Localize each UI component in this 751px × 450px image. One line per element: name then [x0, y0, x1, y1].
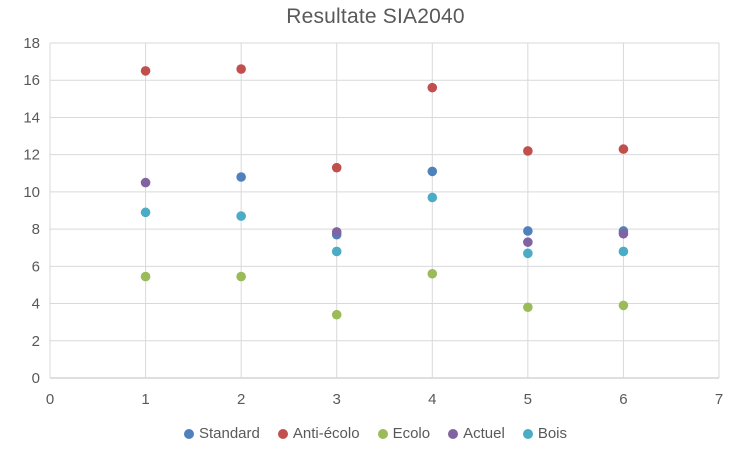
data-point-ecolo [523, 302, 533, 313]
data-point-standard [523, 226, 533, 236]
legend-item-actuel: Actuel [448, 425, 505, 442]
data-point-actuel [331, 227, 342, 237]
data-point-bois [427, 192, 438, 203]
legend-label: Anti-écolo [292, 425, 360, 442]
data-point-standard [427, 166, 438, 177]
data-point-ecolo [140, 271, 151, 282]
legend-label: Bois [537, 425, 567, 442]
data-point-bois [140, 207, 151, 218]
y-tick-label: 10 [23, 184, 40, 201]
data-point-anti-écolo [140, 66, 151, 76]
y-tick-label: 0 [32, 370, 40, 387]
x-tick-label: 3 [333, 391, 341, 408]
data-point-anti-écolo [331, 162, 342, 173]
legend-item-bois: Bois [522, 425, 567, 442]
data-point-anti-écolo [618, 144, 629, 154]
data-point-actuel [618, 228, 629, 239]
legend-item-ecolo: Ecolo [377, 425, 431, 442]
data-point-bois [236, 211, 246, 221]
y-tick-label: 12 [23, 147, 40, 164]
x-tick-label: 6 [619, 391, 627, 408]
data-point-anti-écolo [427, 82, 438, 93]
chart-title: Resultate SIA2040 [286, 5, 465, 28]
x-tick-label: 4 [428, 391, 436, 408]
y-tick-label: 16 [23, 72, 40, 89]
legend-marker-icon [377, 428, 388, 439]
x-tick-label: 2 [237, 391, 245, 408]
legend-marker-icon [183, 428, 194, 439]
data-point-ecolo [618, 300, 629, 311]
data-point-ecolo [236, 271, 246, 282]
data-point-standard [236, 172, 246, 182]
legend-marker-icon [448, 428, 459, 439]
x-tick-label: 5 [524, 391, 532, 408]
data-point-bois [618, 246, 629, 257]
data-point-actuel [140, 177, 151, 188]
data-point-ecolo [331, 309, 342, 320]
legend: Standard Anti-écolo Ecolo Actuel Bois [0, 425, 751, 442]
y-tick-label: 18 [23, 35, 40, 52]
y-tick-label: 14 [23, 109, 40, 126]
data-point-actuel [523, 237, 533, 247]
x-tick-label: 1 [141, 391, 149, 408]
data-point-anti-écolo [523, 146, 533, 156]
y-tick-label: 8 [32, 221, 40, 238]
data-point-bois [523, 248, 533, 259]
data-point-ecolo [427, 268, 438, 279]
y-tick-label: 4 [32, 296, 40, 313]
legend-label: Standard [198, 425, 260, 442]
data-point-anti-écolo [236, 64, 246, 74]
legend-label: Ecolo [392, 425, 431, 442]
y-tick-label: 2 [32, 333, 40, 350]
data-point-bois [331, 246, 342, 257]
x-tick-label: 0 [46, 391, 54, 408]
legend-item-anti-écolo: Anti-écolo [277, 425, 360, 442]
legend-marker-icon [277, 428, 288, 439]
legend-label: Actuel [463, 425, 505, 442]
legend-marker-icon [522, 428, 533, 439]
x-tick-label: 7 [715, 391, 723, 408]
legend-item-standard: Standard [183, 425, 260, 442]
y-tick-label: 6 [32, 258, 40, 275]
